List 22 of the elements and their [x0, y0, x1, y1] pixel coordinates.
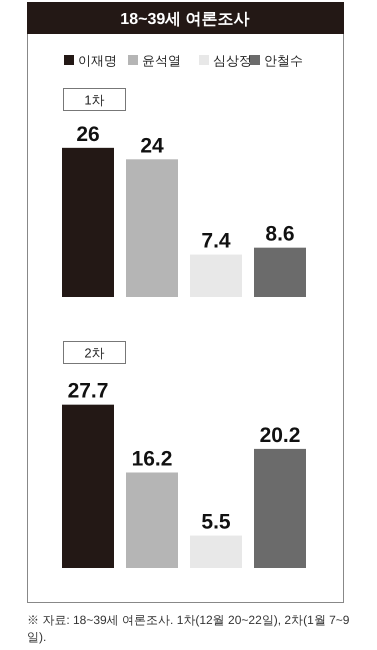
data-label: 24 — [140, 134, 164, 158]
text: ※ 자료: 18~39세 여론조사. 1차(12월 20~22일), 2차(1월 7~9일). — [27, 612, 350, 646]
chart-title: 18~39세 여론조사 — [120, 11, 250, 28]
bar — [254, 248, 306, 297]
bar — [62, 404, 114, 568]
legend-label: 심상정 — [213, 53, 252, 68]
bar — [254, 448, 306, 568]
chart-title: 2차 — [84, 346, 105, 360]
data-label: 16.2 — [132, 447, 172, 470]
data-label: 20.2 — [260, 424, 300, 447]
data-label: 8.6 — [265, 222, 295, 246]
chart-subtitle: 1차 — [84, 92, 105, 108]
data-label: 5.5 — [201, 510, 231, 534]
data-label: 26 — [76, 122, 100, 146]
legend-label: 이재명 — [78, 53, 117, 68]
data-label: 27.7 — [68, 380, 108, 403]
bar — [62, 148, 114, 297]
bar — [126, 472, 178, 568]
data-label: 7.4 — [201, 230, 231, 253]
legend-label: 안철수 — [264, 53, 303, 68]
legend-label: 윤석열 — [142, 53, 181, 68]
bar — [126, 159, 178, 297]
